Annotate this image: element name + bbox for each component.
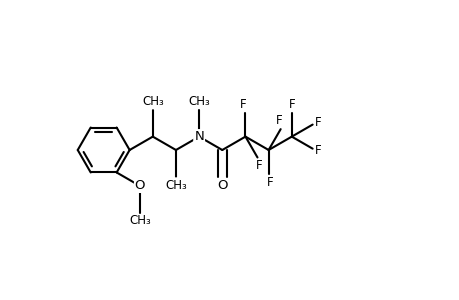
Text: F: F bbox=[267, 176, 273, 189]
Text: N: N bbox=[194, 130, 203, 143]
Text: F: F bbox=[240, 98, 246, 111]
Text: O: O bbox=[217, 178, 227, 192]
Text: F: F bbox=[288, 98, 295, 111]
Text: F: F bbox=[275, 114, 281, 127]
Text: F: F bbox=[314, 116, 320, 129]
Text: CH₃: CH₃ bbox=[129, 214, 151, 227]
Text: F: F bbox=[314, 144, 320, 157]
Text: CH₃: CH₃ bbox=[142, 95, 163, 108]
Text: CH₃: CH₃ bbox=[165, 178, 186, 192]
Text: CH₃: CH₃ bbox=[188, 95, 210, 108]
Text: F: F bbox=[256, 159, 262, 172]
Text: O: O bbox=[134, 179, 145, 192]
